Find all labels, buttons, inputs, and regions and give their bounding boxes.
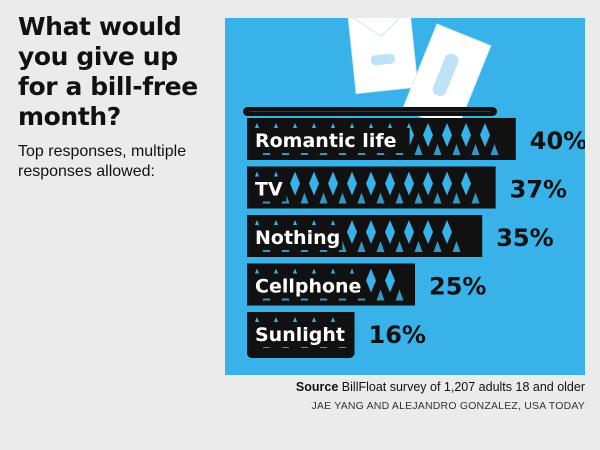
chart-subtitle: Top responses, multiple responses allowe… [18, 143, 187, 180]
weave-diamond [404, 220, 414, 244]
chart-panel: Romantic life 40% TV 37% Nothing 35% Cellphone… [225, 18, 585, 375]
label-backdrop [250, 273, 365, 299]
chart-title: What would you give up for a bill-free m… [18, 12, 198, 131]
envelope-illustration [346, 18, 492, 132]
bar-tv: TV 37% [247, 166, 567, 209]
weave-notch [395, 289, 404, 301]
weave-notch [490, 144, 499, 155]
weave-diamond [290, 171, 300, 196]
value-label: 25% [429, 273, 486, 301]
envelope-icon [401, 23, 492, 132]
weave-diamond [442, 171, 452, 196]
weave-notch [414, 192, 423, 204]
weave-diamond [385, 268, 395, 293]
weave-notch [452, 241, 461, 252]
bar-cellphone: Cellphone 25% [247, 263, 486, 306]
value-label: 40% [530, 127, 585, 155]
weave-diamond [442, 123, 452, 147]
weave-diamond [309, 171, 319, 196]
bar-sunlight: Sunlight 16% [247, 312, 426, 354]
weave-notch [395, 241, 404, 252]
weave-notch [395, 192, 404, 204]
weave-notch [357, 192, 366, 204]
bar-nothing: Nothing 35% [247, 215, 554, 257]
weave-notch [433, 192, 442, 204]
bar-chart: Romantic life 40% TV 37% Nothing 35% Cellphone… [243, 18, 585, 358]
weave-diamond [366, 220, 376, 244]
source-text: BillFloat survey of 1,207 adults 18 and … [341, 380, 585, 394]
bar-label: Sunlight [255, 324, 345, 346]
source-label: Source [295, 380, 339, 394]
weave-notch [471, 144, 480, 155]
weave-diamond [423, 220, 433, 244]
weave-diamond [442, 220, 452, 244]
weave-diamond [423, 123, 433, 147]
weave-diamond [385, 220, 395, 244]
bar-romantic-life: Romantic life 40% [247, 118, 585, 160]
label-backdrop [250, 176, 287, 202]
wastebasket: Romantic life 40% TV 37% Nothing 35% Cellphone… [243, 107, 585, 358]
value-label: 37% [510, 176, 567, 204]
weave-notch [433, 144, 442, 155]
weave-diamond [366, 268, 376, 293]
weave-diamond [423, 171, 433, 196]
credit-line: JAE YANG AND ALEJANDRO GONZALEZ, USA TOD… [311, 400, 585, 412]
weave-notch [319, 192, 328, 204]
weave-notch [414, 241, 423, 252]
weave-notch [376, 192, 385, 204]
bar-label: Cellphone [255, 276, 361, 298]
weave-notch [452, 192, 461, 204]
basket-base [247, 348, 355, 358]
envelope-icon [346, 18, 419, 95]
weave-diamond [461, 171, 471, 196]
weave-notch [433, 241, 442, 252]
bar-label: Nothing [255, 227, 340, 249]
value-label: 16% [369, 321, 426, 349]
weave-notch [471, 192, 480, 204]
weave-diamond [480, 123, 490, 147]
value-label: 35% [496, 224, 553, 252]
label-backdrop [250, 128, 410, 153]
weave-notch [300, 192, 309, 204]
weave-notch [414, 144, 423, 155]
label-backdrop [250, 322, 354, 347]
weave-diamond [385, 171, 395, 196]
label-backdrop [250, 225, 343, 250]
weave-diamond [347, 171, 357, 196]
source-line: Source BillFloat survey of 1,207 adults … [225, 380, 585, 394]
weave-notch [452, 144, 461, 155]
weave-diamond [328, 171, 338, 196]
weave-notch [357, 241, 366, 252]
weave-diamond [347, 220, 357, 244]
bar-label: Romantic life [255, 130, 396, 152]
weave-notch [338, 192, 347, 204]
weave-diamond [366, 171, 376, 196]
weave-diamond [461, 123, 471, 147]
weave-diamond [404, 171, 414, 196]
weave-notch [376, 289, 385, 301]
weave-notch [376, 241, 385, 252]
bar-label: TV [255, 179, 283, 201]
